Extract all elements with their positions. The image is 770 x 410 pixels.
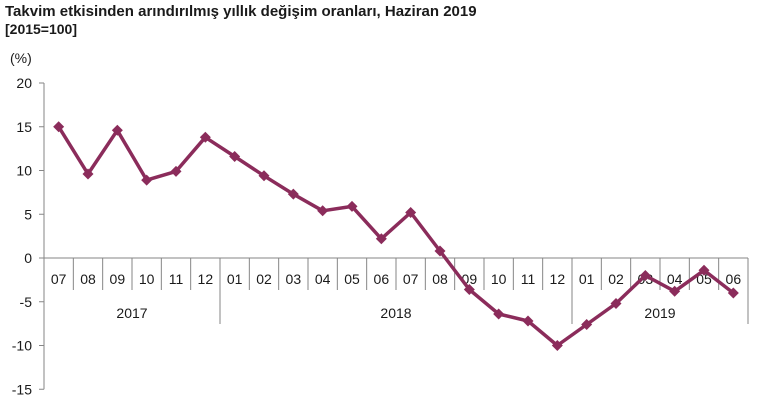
year-label: 2018 bbox=[380, 305, 411, 321]
x-tick-label: 06 bbox=[374, 271, 390, 287]
y-tick-label: 0 bbox=[24, 250, 32, 266]
x-tick-label: 10 bbox=[139, 271, 155, 287]
data-point-marker bbox=[111, 124, 123, 136]
y-tick-label: -15 bbox=[12, 381, 32, 397]
data-point-marker bbox=[610, 298, 622, 309]
x-tick-label: 02 bbox=[256, 271, 272, 287]
x-tick-label: 12 bbox=[550, 271, 566, 287]
x-tick-label: 06 bbox=[726, 271, 742, 287]
x-tick-label: 05 bbox=[344, 271, 360, 287]
data-series bbox=[53, 121, 739, 351]
data-point-marker bbox=[434, 245, 446, 257]
data-point-marker bbox=[199, 131, 211, 143]
data-point-marker bbox=[669, 285, 681, 297]
x-tick-label: 01 bbox=[579, 271, 595, 287]
data-point-marker bbox=[405, 207, 417, 218]
y-axis: 20 15 10 5 0 -5 -10 -15 bbox=[12, 75, 45, 397]
x-tick-label: 09 bbox=[110, 271, 126, 287]
data-point-marker bbox=[522, 315, 534, 327]
chart-title: Takvim etkisinden arındırılmış yıllık de… bbox=[5, 3, 477, 20]
data-point-marker bbox=[346, 200, 358, 212]
data-point-marker bbox=[698, 264, 710, 276]
data-point-marker bbox=[493, 308, 505, 320]
data-point-marker bbox=[639, 270, 651, 281]
x-tick-label: 07 bbox=[51, 271, 67, 287]
y-tick-label: -5 bbox=[20, 294, 33, 310]
chart-subtitle: [2015=100] bbox=[5, 21, 78, 37]
y-axis-unit: (%) bbox=[10, 50, 32, 66]
year-label: 2017 bbox=[116, 305, 147, 321]
x-tick-label: 01 bbox=[227, 271, 243, 287]
x-tick-label: 11 bbox=[521, 271, 536, 287]
x-tick-label: 07 bbox=[403, 271, 419, 287]
x-axis: 07 08 09 10 11 12 01 02 03 04 05 06 07 08 09 10 11 12 01 02… bbox=[43, 257, 749, 324]
data-point-marker bbox=[375, 233, 387, 245]
x-tick-label: 04 bbox=[667, 271, 683, 287]
year-label: 2019 bbox=[644, 305, 675, 321]
y-tick-label: 20 bbox=[16, 75, 32, 91]
data-point-marker bbox=[463, 284, 475, 295]
data-point-marker bbox=[551, 340, 563, 351]
y-tick-label: -10 bbox=[12, 338, 32, 354]
data-point-marker bbox=[287, 188, 299, 200]
data-point-marker bbox=[170, 165, 182, 177]
y-tick-label: 15 bbox=[16, 119, 32, 135]
data-point-marker bbox=[317, 205, 329, 217]
x-tick-label: 10 bbox=[491, 271, 507, 287]
data-point-marker bbox=[258, 170, 270, 182]
data-point-marker bbox=[53, 121, 65, 133]
series-line bbox=[57, 125, 735, 348]
x-tick-label: 11 bbox=[169, 271, 184, 287]
data-point-marker bbox=[141, 174, 153, 186]
x-tick-label: 12 bbox=[198, 271, 214, 287]
x-tick-label: 02 bbox=[608, 271, 624, 287]
data-point-marker bbox=[229, 151, 241, 162]
x-tick-label: 08 bbox=[432, 271, 448, 287]
data-point-marker bbox=[581, 319, 593, 330]
y-tick-label: 5 bbox=[24, 206, 32, 222]
x-tick-label: 08 bbox=[80, 271, 96, 287]
data-point-marker bbox=[82, 168, 94, 180]
x-tick-label: 04 bbox=[315, 271, 331, 287]
y-tick-label: 10 bbox=[16, 163, 32, 179]
data-point-marker bbox=[727, 287, 739, 299]
x-tick-label: 03 bbox=[286, 271, 302, 287]
